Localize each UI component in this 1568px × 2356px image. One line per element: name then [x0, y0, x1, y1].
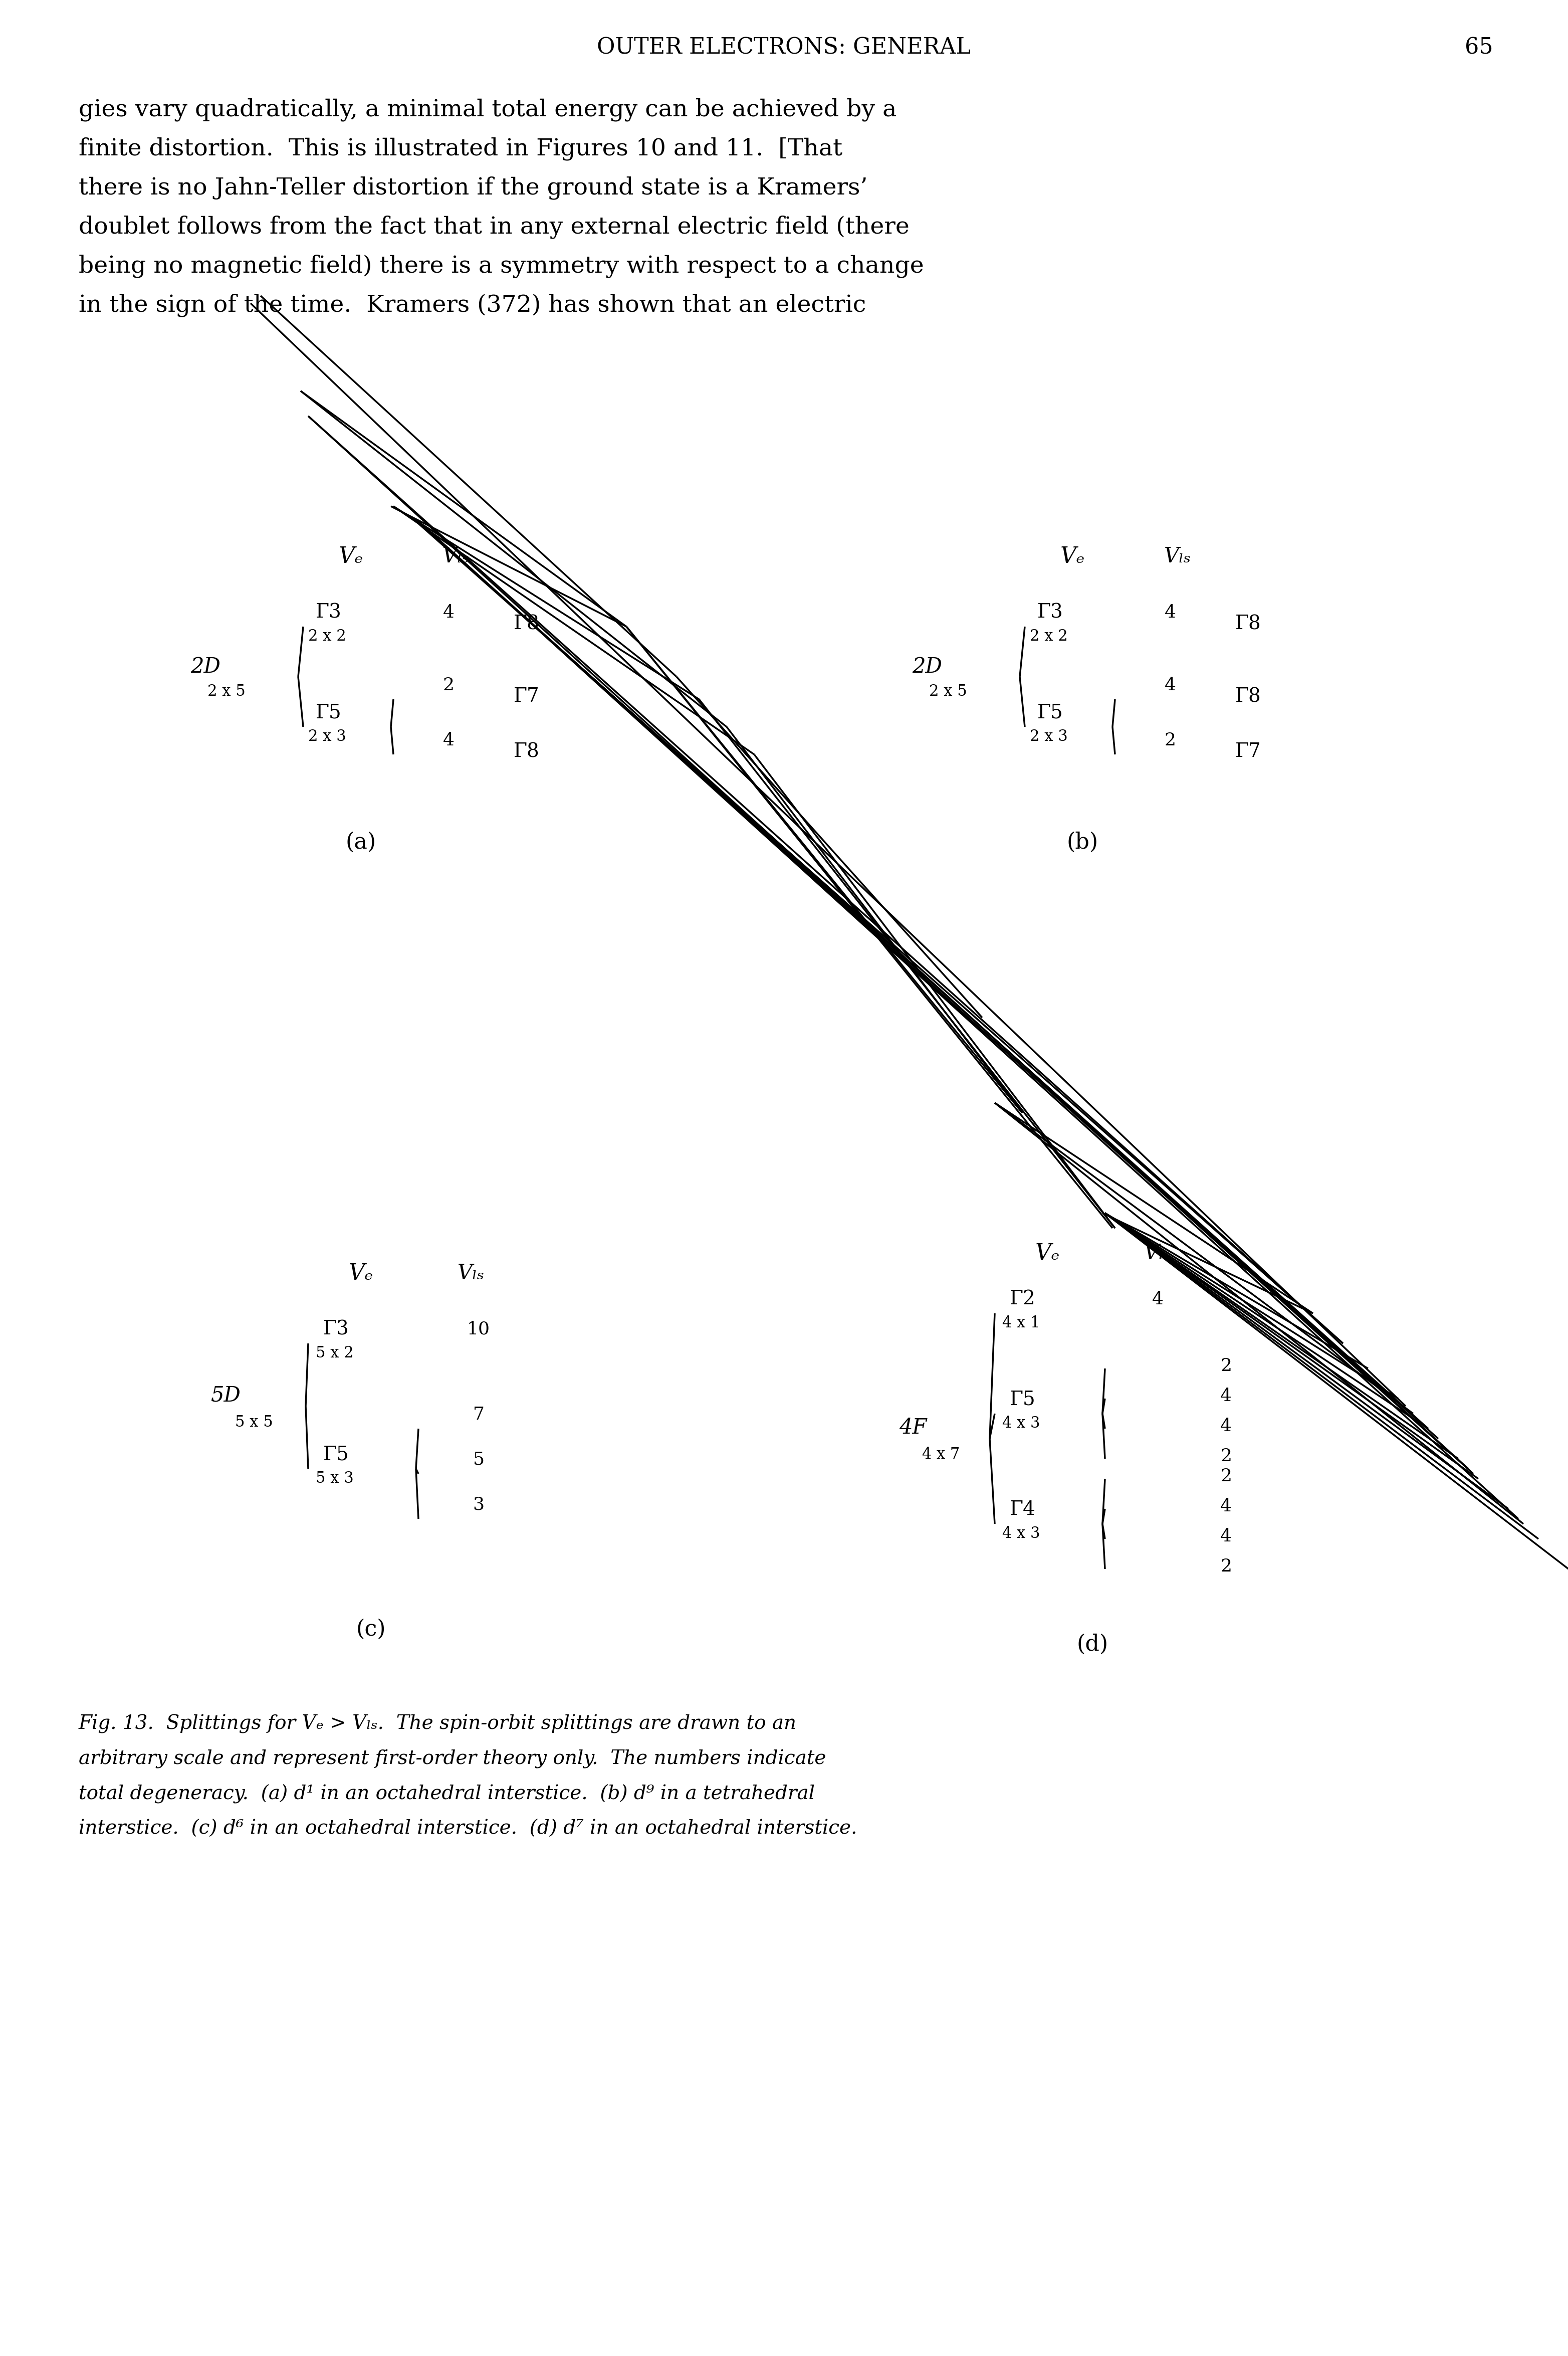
- Text: OUTER ELECTRONS: GENERAL: OUTER ELECTRONS: GENERAL: [597, 38, 971, 59]
- Text: 4: 4: [1220, 1498, 1232, 1515]
- Text: 2: 2: [442, 676, 455, 693]
- Text: Vₗₛ: Vₗₛ: [442, 547, 469, 568]
- Text: 2 x 2: 2 x 2: [309, 629, 347, 646]
- Text: Γ8: Γ8: [514, 742, 539, 761]
- Text: 2: 2: [1220, 1447, 1232, 1465]
- Text: 2 x 3: 2 x 3: [309, 728, 347, 744]
- Text: interstice.  (c) d⁶ in an octahedral interstice.  (d) d⁷ in an octahedral inters: interstice. (c) d⁶ in an octahedral inte…: [78, 1819, 858, 1838]
- Text: 4 x 1: 4 x 1: [1002, 1315, 1040, 1331]
- Text: 4: 4: [442, 603, 455, 622]
- Text: Γ8: Γ8: [1236, 688, 1261, 707]
- Text: Γ3: Γ3: [1038, 603, 1063, 622]
- Text: Γ3: Γ3: [315, 603, 342, 622]
- Text: 5D: 5D: [210, 1385, 240, 1407]
- Text: 5 x 3: 5 x 3: [315, 1470, 354, 1487]
- Text: Vₗₛ: Vₗₛ: [1145, 1242, 1171, 1263]
- Text: 4F: 4F: [900, 1416, 927, 1437]
- Text: 4: 4: [1220, 1388, 1232, 1404]
- Text: finite distortion.  This is illustrated in Figures 10 and 11.  [That: finite distortion. This is illustrated i…: [78, 137, 842, 160]
- Text: (b): (b): [1066, 832, 1098, 853]
- Text: (a): (a): [345, 832, 376, 853]
- Text: Γ5: Γ5: [323, 1447, 350, 1463]
- Text: Γ7: Γ7: [1236, 742, 1261, 761]
- Text: there is no Jahn-Teller distortion if the ground state is a Kramers’: there is no Jahn-Teller distortion if th…: [78, 177, 867, 200]
- Text: 2: 2: [1220, 1468, 1232, 1484]
- Text: Γ8: Γ8: [514, 615, 539, 634]
- Text: 2: 2: [1220, 1357, 1232, 1374]
- Text: 2 x 3: 2 x 3: [1030, 728, 1068, 744]
- Text: 4 x 7: 4 x 7: [922, 1447, 960, 1463]
- Text: 4: 4: [1152, 1291, 1163, 1308]
- Text: (d): (d): [1077, 1633, 1109, 1654]
- Text: 4: 4: [1220, 1418, 1232, 1435]
- Text: 5 x 2: 5 x 2: [315, 1345, 354, 1362]
- Text: 4 x 3: 4 x 3: [1002, 1527, 1040, 1541]
- Text: total degeneracy.  (a) d¹ in an octahedral interstice.  (b) d⁹ in a tetrahedral: total degeneracy. (a) d¹ in an octahedra…: [78, 1783, 815, 1805]
- Text: Vₗₛ: Vₗₛ: [1163, 547, 1192, 568]
- Text: 4: 4: [442, 733, 455, 749]
- Text: Γ7: Γ7: [514, 688, 539, 707]
- Text: 4: 4: [1165, 603, 1176, 622]
- Text: 2D: 2D: [913, 657, 942, 676]
- Text: Γ8: Γ8: [1236, 615, 1261, 634]
- Text: (c): (c): [356, 1619, 386, 1640]
- Text: 7: 7: [474, 1407, 485, 1423]
- Text: 5: 5: [474, 1451, 485, 1468]
- Text: Γ5: Γ5: [1038, 704, 1063, 721]
- Text: Vₗₛ: Vₗₛ: [458, 1263, 485, 1284]
- Text: 4 x 3: 4 x 3: [1002, 1416, 1040, 1432]
- Text: 65: 65: [1465, 38, 1493, 59]
- Text: Γ2: Γ2: [1010, 1291, 1036, 1308]
- Text: 4: 4: [1220, 1529, 1232, 1546]
- Text: 2 x 2: 2 x 2: [1030, 629, 1068, 646]
- Text: Fig. 13.  Splittings for Vₑ > Vₗₛ.  The spin-orbit splittings are drawn to an: Fig. 13. Splittings for Vₑ > Vₗₛ. The sp…: [78, 1715, 797, 1734]
- Text: 4: 4: [1165, 676, 1176, 693]
- Text: Γ5: Γ5: [1010, 1390, 1036, 1409]
- Text: 10: 10: [467, 1322, 491, 1338]
- Text: 2 x 5: 2 x 5: [207, 683, 246, 700]
- Text: 2D: 2D: [190, 657, 221, 676]
- Text: 2: 2: [1165, 733, 1176, 749]
- Text: gies vary quadratically, a minimal total energy can be achieved by a: gies vary quadratically, a minimal total…: [78, 97, 897, 120]
- Text: Vₑ: Vₑ: [1035, 1242, 1060, 1265]
- Text: Vₑ: Vₑ: [348, 1263, 373, 1284]
- Text: 2: 2: [1220, 1557, 1232, 1576]
- Text: Γ5: Γ5: [315, 704, 342, 721]
- Text: Vₑ: Vₑ: [1060, 547, 1085, 568]
- Text: 3: 3: [474, 1496, 485, 1513]
- Text: Γ3: Γ3: [323, 1319, 350, 1338]
- Text: 5 x 5: 5 x 5: [235, 1414, 273, 1430]
- Text: arbitrary scale and represent first-order theory only.  The numbers indicate: arbitrary scale and represent first-orde…: [78, 1751, 826, 1769]
- Text: in the sign of the time.  Kramers (372) has shown that an electric: in the sign of the time. Kramers (372) h…: [78, 292, 866, 316]
- Text: being no magnetic field) there is a symmetry with respect to a change: being no magnetic field) there is a symm…: [78, 254, 924, 278]
- Text: Vₑ: Vₑ: [339, 547, 364, 568]
- Text: Γ4: Γ4: [1010, 1501, 1036, 1520]
- Text: 2 x 5: 2 x 5: [930, 683, 967, 700]
- Text: doublet follows from the fact that in any external electric field (there: doublet follows from the fact that in an…: [78, 214, 909, 238]
